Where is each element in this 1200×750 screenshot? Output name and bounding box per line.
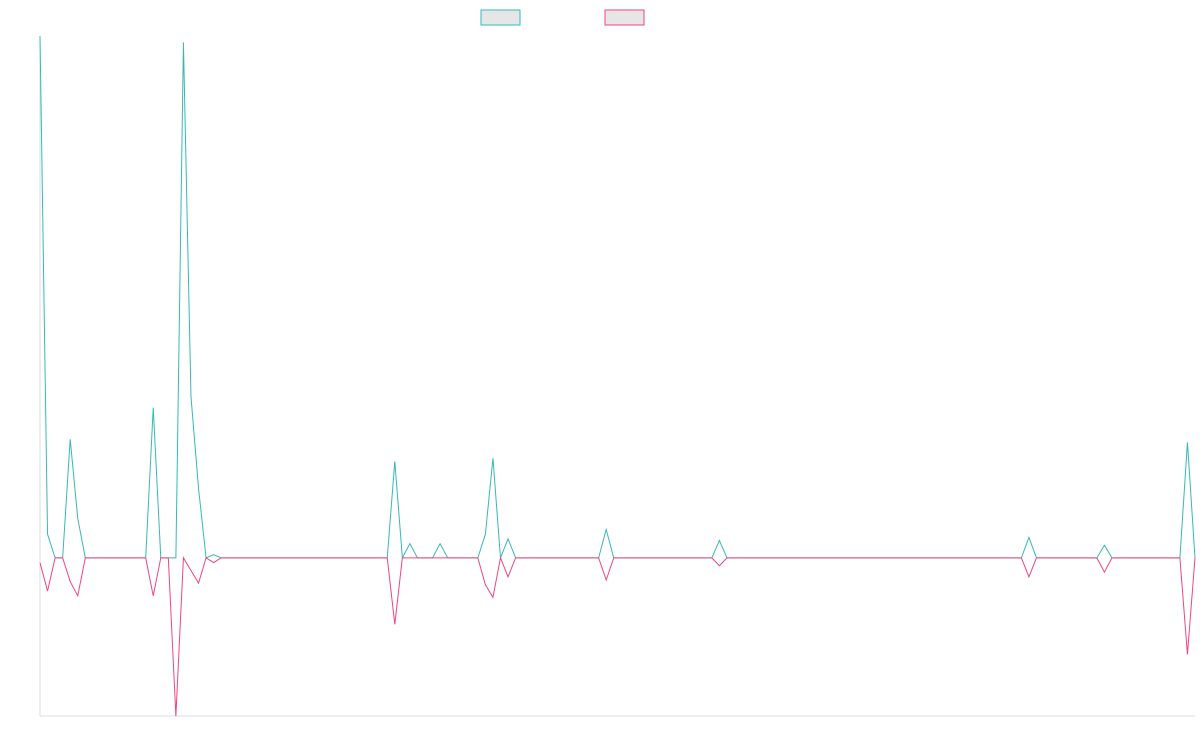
legend-swatch-2[interactable] xyxy=(604,9,645,26)
legend[interactable] xyxy=(480,9,645,26)
series-line-2 xyxy=(39,556,1196,717)
series-line-1 xyxy=(39,35,1196,560)
series-layer xyxy=(39,35,1196,717)
legend-swatch-1[interactable] xyxy=(480,9,521,26)
